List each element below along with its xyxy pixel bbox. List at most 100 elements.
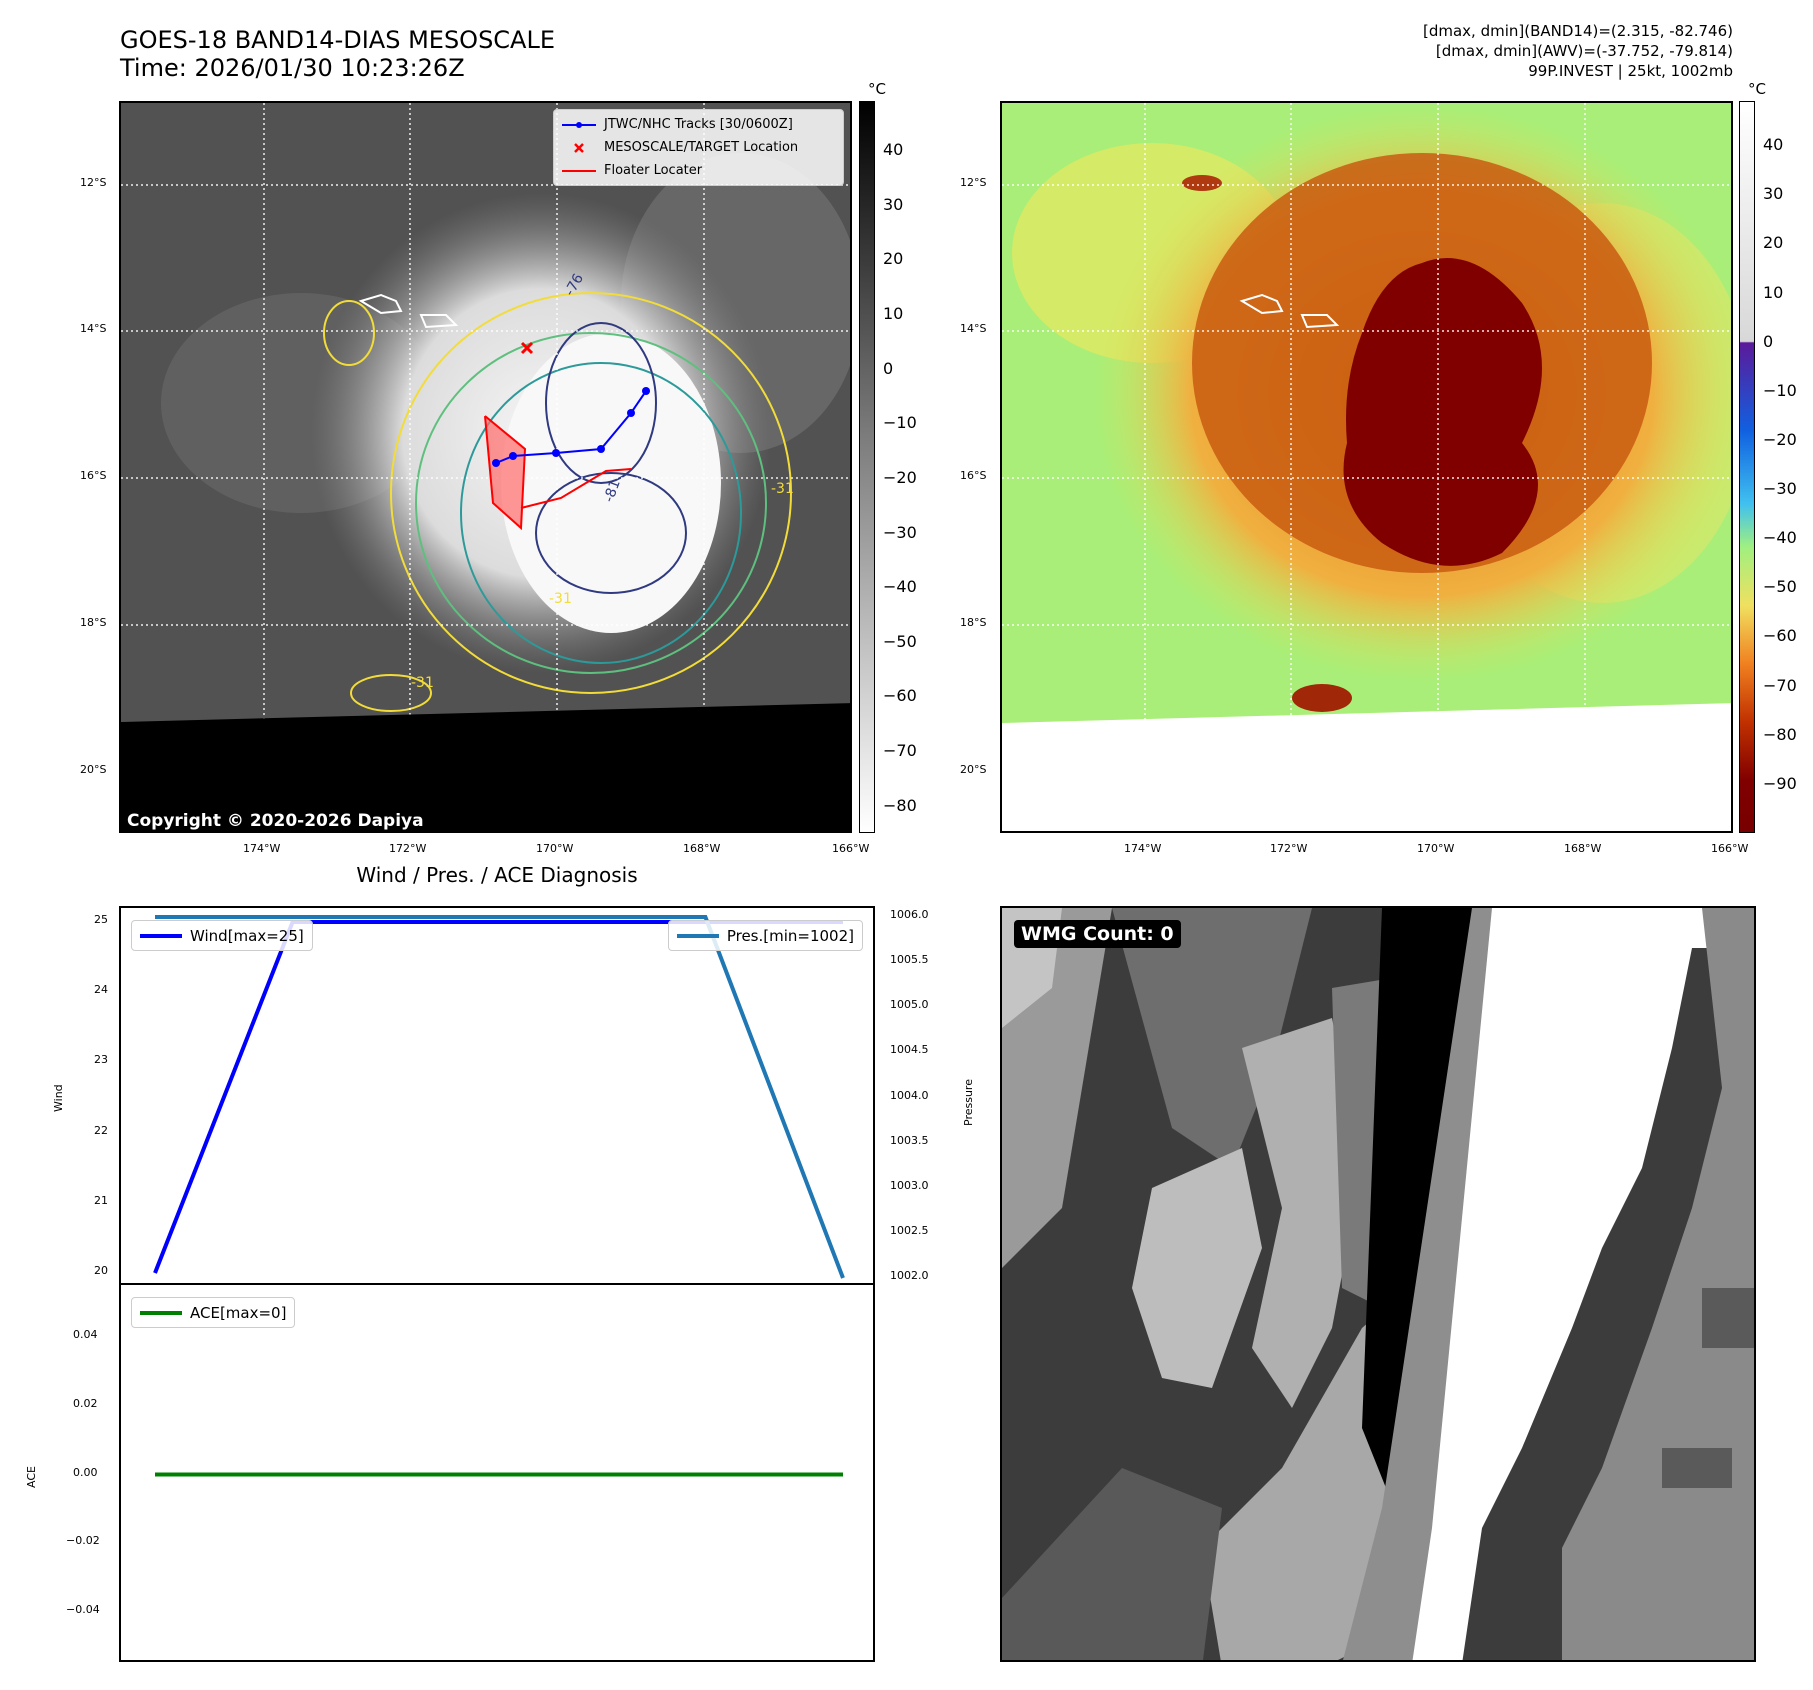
legend-label: Wind[max=25]: [190, 926, 304, 945]
lat-label: 20°S: [80, 763, 107, 776]
awv-map-image: [1002, 103, 1731, 831]
cb-tick: 0: [1763, 331, 1774, 351]
wind-tick: 24: [94, 983, 108, 997]
lon-label: 172°W: [389, 842, 427, 855]
lon-label: 168°W: [1564, 842, 1602, 855]
legend-item-target: MESOSCALE/TARGET Location: [562, 136, 835, 159]
ace-swatch-icon: [140, 1310, 182, 1315]
lon-label: 168°W: [683, 842, 721, 855]
pressure-tick: 1006.0: [890, 908, 929, 922]
ace-tick: 0.02: [73, 1396, 98, 1410]
wind-tick: 22: [94, 1123, 108, 1137]
lon-label: 174°W: [1124, 842, 1162, 855]
copyright: Copyright © 2020-2026 Dapiya: [127, 811, 424, 831]
chart-time: Time: 2026/01/30 10:23:26Z: [120, 54, 465, 82]
ace-tick: −0.02: [66, 1534, 100, 1548]
wind-axis-label: Wind: [52, 1084, 65, 1112]
legend-item-pres: Pres.[min=1002]: [676, 924, 854, 947]
cb-tick: −30: [883, 522, 917, 542]
storm-info: 99P.INVEST | 25kt, 1002mb: [1528, 62, 1733, 80]
pressure-tick: 1002.5: [890, 1223, 929, 1237]
contour-label: -31: [771, 481, 794, 497]
cb-tick: 30: [883, 194, 904, 214]
cb-tick: −40: [883, 577, 917, 597]
line-legend-icon: [562, 169, 596, 172]
wind-tick: 20: [94, 1263, 108, 1277]
pres-legend: Pres.[min=1002]: [667, 920, 863, 951]
wind-pres-panel: Wind[max=25] Pres.[min=1002]: [119, 906, 875, 1285]
cb-tick: 20: [1763, 233, 1784, 253]
cb-tick: −80: [883, 795, 917, 815]
chart-title: GOES-18 BAND14-DIAS MESOSCALE: [120, 26, 556, 54]
ace-tick: 0.04: [73, 1327, 98, 1341]
lon-label: 174°W: [243, 842, 281, 855]
wmg-panel: WMG Count: 0: [1000, 906, 1756, 1662]
cb-tick: −50: [883, 631, 917, 651]
ir-map-image: [121, 103, 850, 831]
cb-tick: 40: [883, 140, 904, 160]
lat-label: 16°S: [80, 469, 107, 482]
lon-label: 172°W: [1270, 842, 1308, 855]
series-line-1: [155, 915, 845, 1279]
lat-label: 14°S: [80, 322, 107, 335]
cb-tick: 40: [1763, 135, 1784, 155]
cb-tick: −50: [1763, 577, 1797, 597]
ir-colorbar-unit: °C: [868, 80, 886, 98]
x-marker-icon: [574, 142, 584, 153]
band14-range: [dmax, dmin](BAND14)=(2.315, -82.746): [1422, 22, 1733, 40]
cb-tick: −80: [1763, 724, 1797, 744]
wmg-count-label: WMG Count: 0: [1014, 920, 1181, 948]
lat-label: 14°S: [960, 322, 987, 335]
cb-tick: 10: [883, 304, 904, 324]
wind-legend: Wind[max=25]: [131, 920, 313, 951]
pressure-axis-label: Pressure: [962, 1079, 975, 1126]
series-line-0: [153, 920, 843, 1274]
cb-tick: −90: [1763, 773, 1797, 793]
wmg-image: [1002, 908, 1754, 1660]
cb-tick: −60: [883, 686, 917, 706]
cb-tick: −20: [1763, 429, 1797, 449]
ace-panel: ACE[max=0]: [119, 1283, 875, 1662]
lon-label: 170°W: [536, 842, 574, 855]
pressure-tick: 1004.5: [890, 1043, 929, 1057]
cb-tick: −10: [1763, 380, 1797, 400]
cb-tick: 10: [1763, 282, 1784, 302]
legend-label: Pres.[min=1002]: [726, 926, 854, 945]
ir-colorbar: [859, 101, 875, 833]
pressure-tick: 1003.5: [890, 1133, 929, 1147]
wind-tick: 25: [94, 913, 108, 927]
wind-tick: 21: [94, 1193, 108, 1207]
legend-item-ace: ACE[max=0]: [140, 1301, 286, 1324]
diag-title: Wind / Pres. / ACE Diagnosis: [356, 863, 638, 887]
legend-label: MESOSCALE/TARGET Location: [604, 140, 799, 155]
wind-tick: 23: [94, 1053, 108, 1067]
lon-label: 170°W: [1417, 842, 1455, 855]
cb-tick: −60: [1763, 626, 1797, 646]
contour-label: -31: [549, 591, 572, 607]
legend-label: Floater Locater: [604, 163, 703, 178]
pres-swatch-icon: [676, 933, 719, 938]
cb-tick: −40: [1763, 528, 1797, 548]
ace-tick: 0.00: [73, 1465, 98, 1479]
pressure-tick: 1005.5: [890, 953, 929, 967]
legend-item-wind: Wind[max=25]: [140, 924, 304, 947]
wind-swatch-icon: [140, 933, 182, 938]
cb-tick: 0: [883, 358, 894, 378]
cb-tick: 20: [883, 249, 904, 269]
cb-tick: −30: [1763, 479, 1797, 499]
lat-label: 12°S: [960, 176, 987, 189]
legend-label: ACE[max=0]: [190, 1303, 287, 1322]
lat-label: 18°S: [960, 616, 987, 629]
pressure-tick: 1005.0: [890, 998, 929, 1012]
track-legend-icon: [562, 121, 596, 128]
ace-plot: [155, 1472, 843, 1477]
cb-tick: −10: [883, 413, 917, 433]
lon-label: 166°W: [832, 842, 870, 855]
legend-item-floater: Floater Locater: [562, 159, 835, 182]
lon-label: 166°W: [1711, 842, 1749, 855]
awv-range: [dmax, dmin](AWV)=(-37.752, -79.814): [1435, 42, 1733, 60]
ir-legend: JTWC/NHC Tracks [30/0600Z] MESOSCALE/TAR…: [553, 109, 844, 186]
cb-tick: −70: [883, 741, 917, 761]
pressure-tick: 1004.0: [890, 1088, 929, 1102]
contour-label: -31: [411, 675, 434, 691]
